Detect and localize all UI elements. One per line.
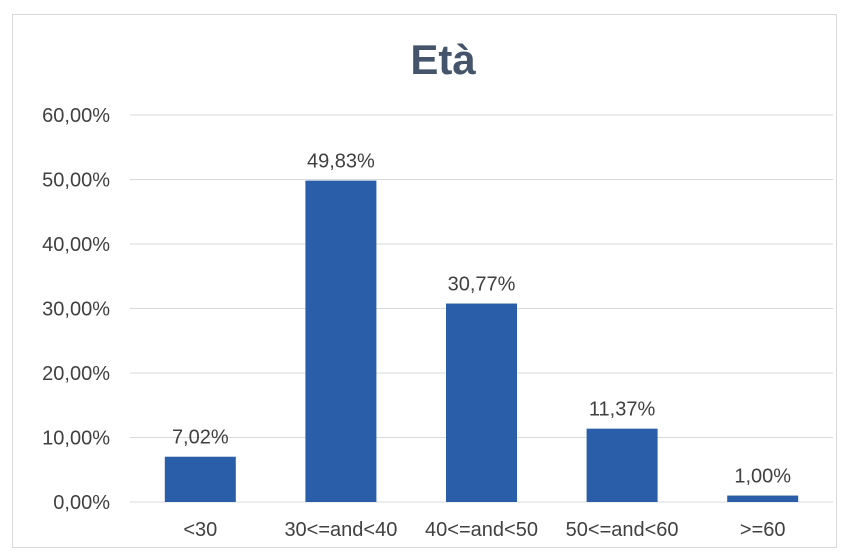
data-labels: 7,02% 49,83% 30,77% 11,37% 1,00%: [172, 151, 791, 488]
gridlines: [130, 114, 833, 503]
bar: [586, 428, 658, 502]
category-label: >=60: [740, 519, 786, 541]
y-tick-label: 40,00%: [42, 234, 110, 256]
data-label: 7,02%: [172, 427, 229, 449]
y-tick-label: 60,00%: [42, 105, 110, 127]
category-label: 30<=and<40: [284, 519, 397, 541]
category-label: 50<=and<60: [566, 519, 679, 541]
bar: [446, 303, 517, 502]
chart-frame: [12, 14, 837, 548]
y-tick-label: 20,00%: [42, 363, 110, 385]
data-label: 49,83%: [307, 151, 375, 173]
data-label: 1,00%: [734, 466, 791, 488]
bar: [305, 180, 377, 502]
y-tick-label: 30,00%: [42, 299, 110, 321]
category-label: <30: [183, 519, 217, 541]
category-label: 40<=and<50: [425, 519, 538, 541]
bars: [164, 180, 799, 502]
y-tick-label: 50,00%: [42, 170, 110, 192]
y-axis-tick-labels: 0,00% 10,00% 20,00% 30,00% 40,00% 50,00% 60,00…: [42, 105, 110, 514]
data-label: 11,37%: [589, 399, 656, 421]
chart-title: Età: [410, 36, 476, 83]
bar: [727, 495, 799, 502]
x-axis-category-labels: <30 30<=and<40 40<=and<50 50<=and<60 >=60: [183, 519, 785, 541]
y-tick-label: 10,00%: [42, 428, 110, 450]
data-label: 30,77%: [448, 274, 516, 296]
bar: [164, 456, 236, 502]
y-tick-label: 0,00%: [53, 492, 110, 514]
